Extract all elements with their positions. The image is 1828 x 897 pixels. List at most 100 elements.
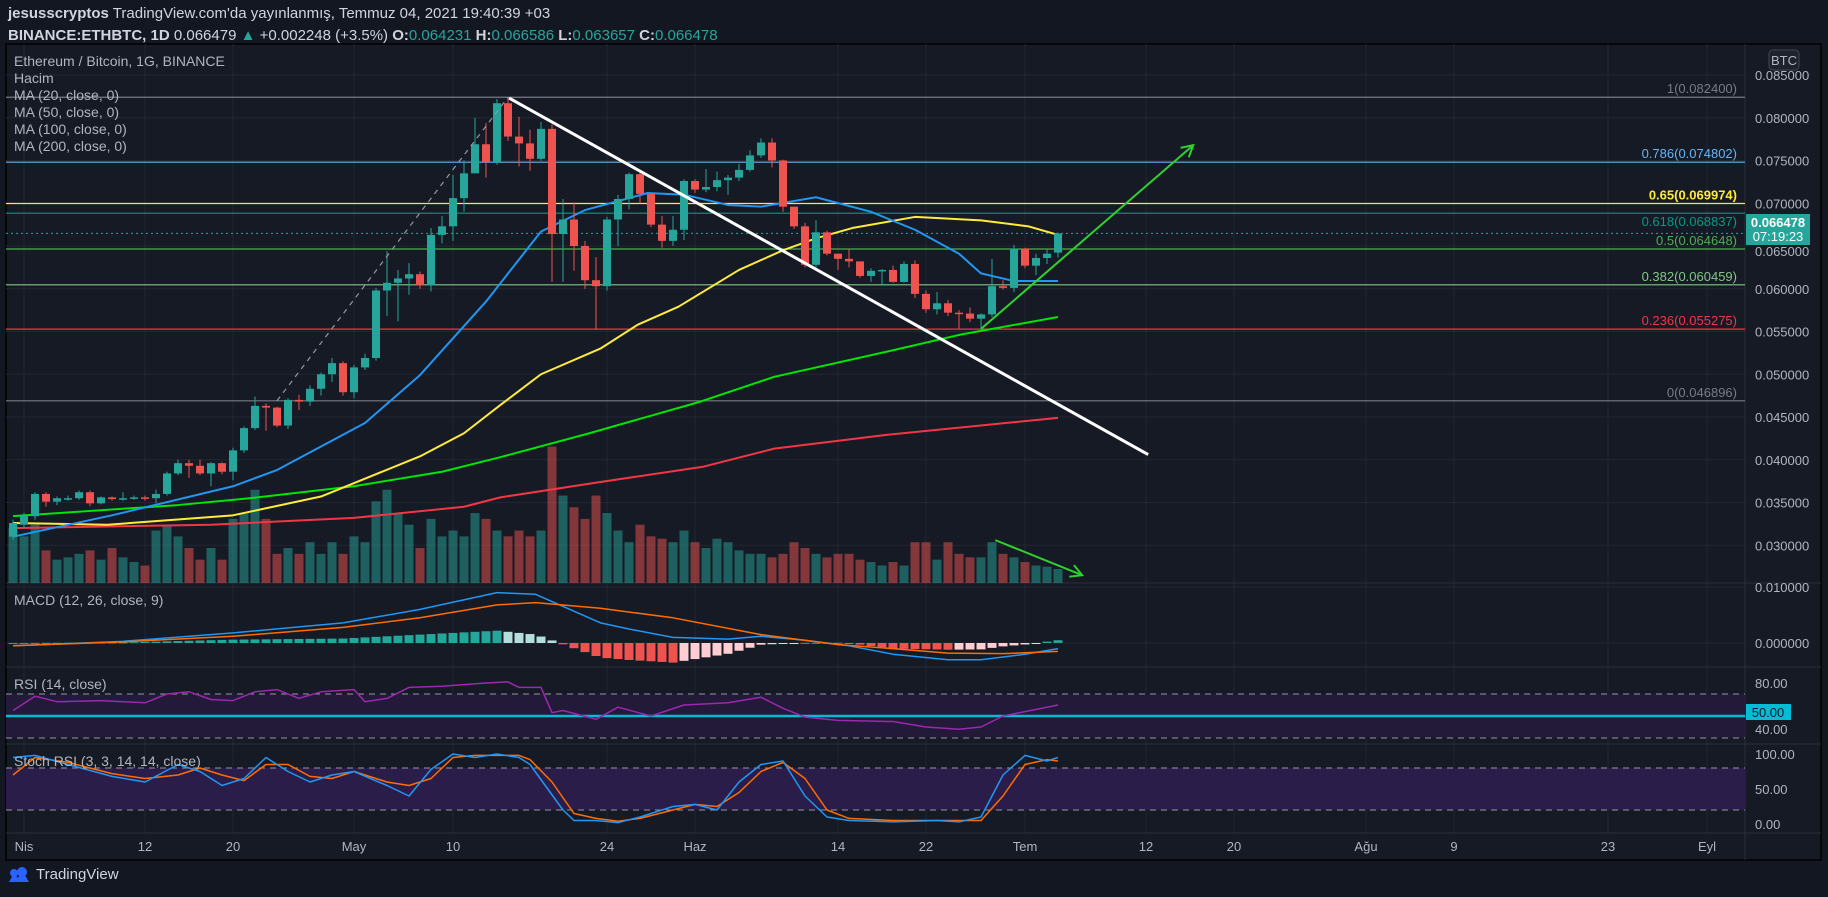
macd-histogram-bar: [965, 643, 975, 650]
time-axis-label: Ağu: [1354, 839, 1377, 854]
macd-histogram-bar: [690, 643, 700, 660]
macd-histogram-bar: [1053, 640, 1063, 643]
candle-body: [614, 198, 622, 220]
candle-body: [229, 450, 237, 472]
publish-info: jesusscryptos TradingView.com'da yayınla…: [8, 5, 550, 22]
candle-body: [603, 219, 611, 287]
candle: [592, 257, 600, 330]
currency-badge[interactable]: BTC: [1768, 49, 1800, 71]
fib-retracement[interactable]: 1(0.082400) 0.786(0.074802) 0.65(0.069974)…: [6, 81, 1745, 402]
macd-histogram-bar: [679, 643, 689, 661]
volume-bar: [954, 553, 964, 583]
author-name[interactable]: jesusscryptos: [8, 5, 109, 22]
time-axis-label: 12: [138, 839, 152, 854]
tradingview-brand[interactable]: TradingView: [8, 866, 119, 883]
candle-body: [273, 407, 281, 426]
macd-histogram-bar: [580, 643, 590, 653]
candle-body: [735, 169, 743, 178]
high-value: 0.066586: [491, 27, 555, 44]
candle: [174, 459, 182, 476]
candle: [229, 447, 237, 481]
candle-body: [306, 388, 314, 402]
macd-histogram-bar: [998, 643, 1008, 647]
volume-bar: [228, 518, 238, 583]
moving-averages: [12, 191, 1059, 538]
macd-histogram-bar: [316, 638, 326, 643]
candle: [944, 299, 952, 317]
volume-bar: [580, 518, 590, 583]
legend-ma200: MA (200, close, 0): [14, 138, 127, 154]
macd-histogram-bar: [701, 643, 711, 658]
candle-body: [295, 399, 303, 402]
macd-histogram-bar: [712, 643, 722, 656]
candle-body: [108, 497, 116, 500]
fib-level-label: 0(0.046896): [1667, 385, 1737, 400]
macd-histogram-bar: [8, 643, 18, 644]
uptrend-arrow[interactable]: [980, 144, 1194, 330]
candle-body: [1043, 253, 1051, 258]
candle: [284, 398, 292, 429]
volume-bar: [789, 542, 799, 583]
volume-bar: [525, 536, 535, 583]
axes[interactable]: 0.085000 0.080000 0.075000 0.070000 0.065000…: [15, 68, 1810, 854]
candle: [977, 313, 985, 329]
candle-body: [317, 374, 325, 389]
fib-anchor-line[interactable]: [276, 96, 509, 402]
candle-body: [845, 258, 853, 262]
candle-body: [240, 428, 248, 451]
price-change: +0.002248 (+3.5%): [259, 27, 389, 44]
time-axis-label: 20: [226, 839, 240, 854]
macd-histogram-bar: [162, 641, 172, 643]
candle-body: [64, 498, 72, 500]
macd-histogram-bar: [360, 637, 370, 643]
candle: [878, 269, 886, 285]
candle: [812, 220, 820, 268]
candle: [537, 122, 545, 161]
macd-histogram-bar: [371, 636, 381, 643]
time-axis-label: Tem: [1013, 839, 1038, 854]
macd-histogram-bar: [140, 641, 150, 643]
candle-body: [922, 293, 930, 310]
volume-bar: [998, 553, 1008, 583]
candle-body: [625, 174, 633, 199]
volume-bar: [910, 542, 920, 583]
drawings[interactable]: [276, 96, 1195, 578]
candle-body: [152, 493, 160, 499]
volume-bar: [613, 530, 623, 583]
downtrend-line[interactable]: [508, 96, 1149, 456]
candle: [922, 290, 930, 313]
volume-divergence-arrow[interactable]: [994, 539, 1083, 577]
candle: [460, 160, 468, 212]
macd-histogram-bar: [613, 643, 623, 660]
candle: [438, 216, 446, 244]
macd-histogram-bar: [844, 643, 854, 644]
macd-histogram-bar: [294, 638, 304, 643]
candle: [724, 175, 732, 195]
close-value: 0.066478: [654, 27, 718, 44]
open-value: 0.064231: [408, 27, 472, 44]
candle: [196, 459, 204, 476]
macd-histogram-bar: [734, 643, 744, 651]
candle: [526, 129, 534, 171]
volume-bar: [624, 542, 634, 583]
time-axis-label: 23: [1601, 839, 1615, 854]
candle-body: [394, 278, 402, 283]
stoch-d-line: [12, 754, 1059, 822]
candle-body: [746, 155, 754, 170]
macd-histogram-bar: [1009, 643, 1019, 646]
candle-body: [900, 263, 908, 282]
candle: [834, 253, 842, 270]
candle: [790, 206, 798, 229]
candle: [240, 426, 248, 453]
candle: [97, 496, 105, 505]
candle-body: [768, 142, 776, 161]
time-axis-label: May: [342, 839, 367, 854]
candle-body: [999, 286, 1007, 288]
price-axis-label: 0.030000: [1755, 538, 1809, 553]
price-axis-label: 0.045000: [1755, 410, 1809, 425]
volume-bar: [591, 495, 601, 583]
time-axis-label: 22: [919, 839, 933, 854]
macd-histogram-bar: [404, 635, 414, 643]
macd-histogram-bar: [954, 643, 964, 650]
